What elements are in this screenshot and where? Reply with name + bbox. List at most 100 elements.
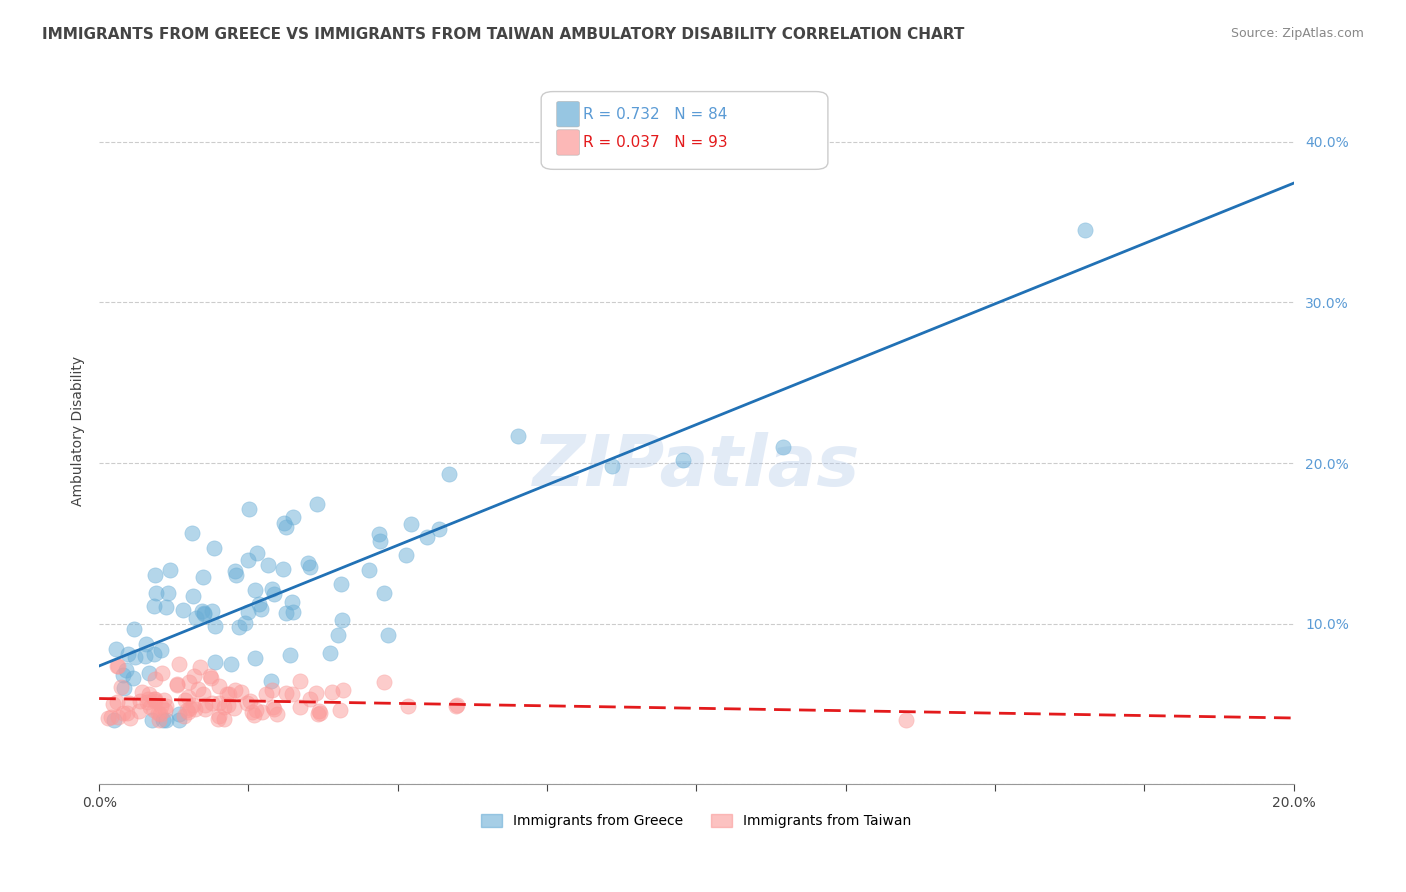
Immigrants from Greece — [299, 559, 322, 574]
Immigrants from Taiwan — [198, 669, 221, 683]
Immigrants from Greece — [124, 650, 146, 665]
Immigrants from Taiwan — [183, 668, 205, 682]
Immigrants from Greece — [243, 651, 266, 665]
Immigrants from Taiwan — [263, 702, 285, 716]
Immigrants from Greece — [155, 600, 177, 615]
Immigrants from Taiwan — [184, 702, 207, 716]
Immigrants from Taiwan — [138, 687, 160, 701]
Immigrants from Greece — [236, 553, 259, 567]
FancyBboxPatch shape — [541, 92, 828, 169]
Immigrants from Taiwan — [101, 697, 124, 711]
Immigrants from Greece — [368, 534, 391, 549]
Immigrants from Greece — [112, 681, 135, 696]
Immigrants from Taiwan — [155, 698, 177, 713]
Immigrants from Taiwan — [110, 681, 132, 695]
Immigrants from Taiwan — [177, 674, 200, 689]
Immigrants from Greece — [169, 707, 191, 722]
Immigrants from Taiwan — [100, 710, 122, 724]
Immigrants from Taiwan — [262, 700, 284, 714]
Immigrants from Taiwan — [217, 687, 239, 701]
Immigrants from Taiwan — [176, 690, 198, 705]
Immigrants from Taiwan — [105, 659, 128, 673]
Immigrants from Greece — [246, 546, 269, 560]
Immigrants from Taiwan — [188, 660, 211, 674]
Immigrants from Greece — [181, 589, 204, 603]
Immigrants from Taiwan — [236, 696, 259, 710]
Immigrants from Taiwan — [212, 712, 235, 726]
Text: IMMIGRANTS FROM GREECE VS IMMIGRANTS FROM TAIWAN AMBULATORY DISABILITY CORRELATI: IMMIGRANTS FROM GREECE VS IMMIGRANTS FRO… — [42, 27, 965, 42]
Immigrants from Greece — [201, 605, 224, 619]
Immigrants from Greece — [278, 648, 301, 663]
Immigrants from Taiwan — [260, 683, 283, 698]
Immigrants from Taiwan — [280, 687, 302, 701]
Immigrants from Taiwan — [105, 695, 128, 709]
Immigrants from Greece — [204, 655, 226, 669]
Immigrants from Taiwan — [208, 679, 231, 693]
Immigrants from Taiwan — [131, 685, 153, 699]
Immigrants from Taiwan — [139, 700, 162, 714]
Immigrants from Greece — [247, 597, 270, 611]
Immigrants from Taiwan — [208, 708, 231, 723]
Immigrants from Greece — [224, 564, 246, 578]
Immigrants from Taiwan — [243, 707, 266, 722]
Immigrants from Greece — [193, 606, 215, 620]
Text: ZIPatlas: ZIPatlas — [533, 432, 860, 500]
Immigrants from Greece — [167, 713, 190, 727]
Immigrants from Taiwan — [245, 702, 267, 716]
Immigrants from Greece — [281, 595, 304, 609]
Immigrants from Taiwan — [187, 682, 209, 697]
Immigrants from Taiwan — [208, 696, 231, 710]
Immigrants from Greece — [297, 556, 319, 570]
Immigrants from Taiwan — [217, 698, 239, 712]
Immigrants from Greece — [672, 452, 695, 467]
Immigrants from Taiwan — [112, 706, 135, 720]
Immigrants from Taiwan — [288, 674, 311, 689]
Immigrants from Greece — [368, 527, 391, 541]
Immigrants from Taiwan — [307, 706, 329, 721]
Immigrants from Greece — [145, 586, 167, 600]
Immigrants from Greece — [359, 563, 381, 577]
Immigrants from Taiwan — [117, 706, 139, 721]
Immigrants from Greece — [157, 585, 180, 599]
Immigrants from Greece — [260, 674, 283, 689]
Immigrants from Taiwan — [129, 694, 152, 708]
Immigrants from Taiwan — [396, 699, 419, 714]
Immigrants from Greece — [143, 568, 166, 582]
Immigrants from Taiwan — [194, 702, 217, 716]
FancyBboxPatch shape — [557, 102, 579, 127]
Immigrants from Taiwan — [212, 700, 235, 714]
Immigrants from Taiwan — [329, 703, 352, 717]
Immigrants from Taiwan — [290, 700, 312, 714]
Immigrants from Greece — [103, 713, 125, 727]
Immigrants from Greece — [191, 604, 214, 618]
Immigrants from Taiwan — [120, 710, 142, 724]
Text: R = 0.037   N = 93: R = 0.037 N = 93 — [583, 135, 728, 150]
Immigrants from Taiwan — [444, 699, 467, 714]
Immigrants from Taiwan — [266, 707, 288, 722]
Immigrants from Taiwan — [143, 672, 166, 686]
Immigrants from Taiwan — [179, 701, 201, 715]
Immigrants from Taiwan — [136, 695, 159, 709]
Immigrants from Greece — [439, 467, 461, 482]
Immigrants from Greece — [1074, 223, 1097, 237]
Immigrants from Taiwan — [229, 685, 252, 699]
Immigrants from Greece — [159, 563, 181, 577]
Immigrants from Greece — [318, 646, 340, 660]
Immigrants from Taiwan — [143, 694, 166, 708]
Immigrants from Taiwan — [150, 698, 173, 713]
Immigrants from Greece — [377, 628, 399, 642]
Immigrants from Greece — [330, 577, 353, 591]
Immigrants from Greece — [135, 637, 157, 651]
Immigrants from Taiwan — [150, 666, 173, 681]
Immigrants from Greece — [415, 530, 437, 544]
Immigrants from Greece — [273, 516, 295, 530]
Immigrants from Taiwan — [308, 704, 330, 718]
FancyBboxPatch shape — [557, 129, 579, 155]
Immigrants from Greece — [219, 657, 242, 672]
Immigrants from Taiwan — [239, 694, 262, 708]
Y-axis label: Ambulatory Disability: Ambulatory Disability — [72, 356, 86, 506]
Immigrants from Taiwan — [308, 706, 330, 721]
Immigrants from Taiwan — [176, 703, 198, 717]
Immigrants from Taiwan — [136, 691, 159, 706]
Immigrants from Greece — [506, 429, 529, 443]
